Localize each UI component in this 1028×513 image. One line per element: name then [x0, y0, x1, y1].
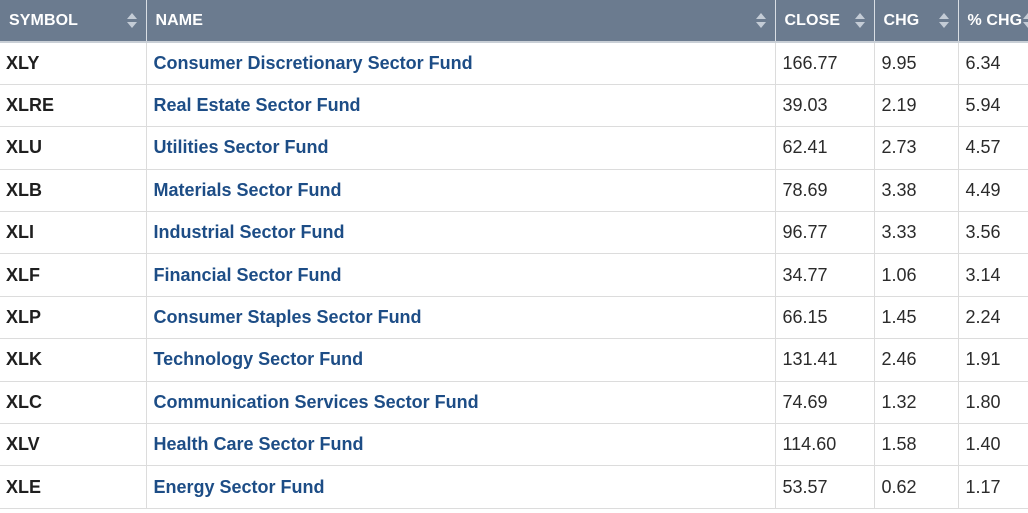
- close-cell: 62.41: [775, 126, 875, 170]
- sort-arrows-icon[interactable]: [854, 12, 865, 30]
- fund-name-link[interactable]: Consumer Discretionary Sector Fund: [153, 52, 473, 73]
- column-header-symbol[interactable]: SYMBOL: [0, 0, 147, 43]
- fund-name-link[interactable]: Financial Sector Fund: [153, 264, 342, 285]
- fund-name-link[interactable]: Real Estate Sector Fund: [153, 95, 361, 116]
- chg-cell: 0.62: [874, 465, 959, 509]
- table-row: XLE Energy Sector Fund 53.57 0.62 1.17: [0, 465, 1028, 509]
- chg-cell: 1.45: [874, 296, 959, 340]
- close-cell: 78.69: [775, 169, 875, 213]
- name-cell: Technology Sector Fund: [146, 338, 776, 382]
- pct-chg-cell: 1.80: [958, 381, 1028, 425]
- symbol-cell: XLI: [0, 211, 147, 255]
- sort-arrows-icon[interactable]: [755, 12, 766, 30]
- symbol-cell: XLP: [0, 296, 147, 340]
- sort-arrows-icon[interactable]: [126, 12, 137, 30]
- chg-cell: 9.95: [874, 42, 959, 85]
- table-row: XLK Technology Sector Fund 131.41 2.46 1…: [0, 338, 1028, 382]
- pct-chg-cell: 4.49: [958, 169, 1028, 213]
- table-body: XLY Consumer Discretionary Sector Fund 1…: [0, 42, 1028, 509]
- table-row: XLP Consumer Staples Sector Fund 66.15 1…: [0, 296, 1028, 340]
- table-row: XLF Financial Sector Fund 34.77 1.06 3.1…: [0, 253, 1028, 297]
- fund-name-link[interactable]: Consumer Staples Sector Fund: [153, 307, 422, 328]
- table-row: XLRE Real Estate Sector Fund 39.03 2.19 …: [0, 84, 1028, 128]
- column-header-label: % CHG: [967, 11, 1023, 29]
- pct-chg-cell: 1.17: [958, 465, 1028, 509]
- close-cell: 96.77: [775, 211, 875, 255]
- chg-cell: 1.58: [874, 423, 959, 467]
- pct-chg-cell: 6.34: [958, 42, 1028, 85]
- close-cell: 74.69: [775, 381, 875, 425]
- symbol-cell: XLRE: [0, 84, 147, 128]
- chg-cell: 2.73: [874, 126, 959, 170]
- close-cell: 166.77: [775, 42, 875, 85]
- pct-chg-cell: 2.24: [958, 296, 1028, 340]
- fund-name-link[interactable]: Energy Sector Fund: [153, 476, 325, 497]
- fund-name-link[interactable]: Communication Services Sector Fund: [153, 391, 479, 412]
- sort-arrows-icon[interactable]: [938, 12, 949, 30]
- table-row: XLI Industrial Sector Fund 96.77 3.33 3.…: [0, 211, 1028, 255]
- symbol-cell: XLU: [0, 126, 147, 170]
- close-cell: 34.77: [775, 253, 875, 297]
- pct-chg-cell: 3.56: [958, 211, 1028, 255]
- name-cell: Materials Sector Fund: [146, 169, 776, 213]
- chg-cell: 2.19: [874, 84, 959, 128]
- pct-chg-cell: 3.14: [958, 253, 1028, 297]
- symbol-cell: XLB: [0, 169, 147, 213]
- name-cell: Health Care Sector Fund: [146, 423, 776, 467]
- close-cell: 114.60: [775, 423, 875, 467]
- symbol-cell: XLV: [0, 423, 147, 467]
- fund-name-link[interactable]: Technology Sector Fund: [153, 349, 364, 370]
- chg-cell: 1.32: [874, 381, 959, 425]
- header-row: SYMBOL NAME CLOSE CHG % CHG: [0, 0, 1028, 43]
- table-row: XLY Consumer Discretionary Sector Fund 1…: [0, 42, 1028, 85]
- column-header-label: NAME: [155, 11, 204, 29]
- pct-chg-cell: 1.40: [958, 423, 1028, 467]
- close-cell: 66.15: [775, 296, 875, 340]
- pct-chg-cell: 5.94: [958, 84, 1028, 128]
- column-header-label: CLOSE: [784, 11, 841, 29]
- name-cell: Utilities Sector Fund: [146, 126, 776, 170]
- name-cell: Financial Sector Fund: [146, 253, 776, 297]
- column-header-close[interactable]: CLOSE: [775, 0, 875, 43]
- chg-cell: 3.38: [874, 169, 959, 213]
- close-cell: 131.41: [775, 338, 875, 382]
- fund-name-link[interactable]: Utilities Sector Fund: [153, 137, 329, 158]
- close-cell: 39.03: [775, 84, 875, 128]
- pct-chg-cell: 1.91: [958, 338, 1028, 382]
- symbol-cell: XLE: [0, 465, 147, 509]
- column-header-label: SYMBOL: [9, 11, 79, 29]
- column-header-label: CHG: [883, 11, 920, 29]
- symbol-cell: XLY: [0, 42, 147, 85]
- name-cell: Consumer Staples Sector Fund: [146, 296, 776, 340]
- chg-cell: 2.46: [874, 338, 959, 382]
- name-cell: Industrial Sector Fund: [146, 211, 776, 255]
- symbol-cell: XLC: [0, 381, 147, 425]
- fund-name-link[interactable]: Industrial Sector Fund: [153, 222, 345, 243]
- fund-name-link[interactable]: Health Care Sector Fund: [153, 434, 364, 455]
- chg-cell: 1.06: [874, 253, 959, 297]
- pct-chg-cell: 4.57: [958, 126, 1028, 170]
- name-cell: Energy Sector Fund: [146, 465, 776, 509]
- name-cell: Real Estate Sector Fund: [146, 84, 776, 128]
- column-header-name[interactable]: NAME: [146, 0, 776, 43]
- table-row: XLC Communication Services Sector Fund 7…: [0, 381, 1028, 425]
- table-header: SYMBOL NAME CLOSE CHG % CHG: [0, 0, 1028, 43]
- column-header-chg[interactable]: CHG: [874, 0, 959, 43]
- name-cell: Consumer Discretionary Sector Fund: [146, 42, 776, 85]
- name-cell: Communication Services Sector Fund: [146, 381, 776, 425]
- fund-name-link[interactable]: Materials Sector Fund: [153, 179, 342, 200]
- chg-cell: 3.33: [874, 211, 959, 255]
- column-header-pct-chg[interactable]: % CHG: [958, 0, 1028, 43]
- close-cell: 53.57: [775, 465, 875, 509]
- table-row: XLV Health Care Sector Fund 114.60 1.58 …: [0, 423, 1028, 467]
- table-row: XLB Materials Sector Fund 78.69 3.38 4.4…: [0, 169, 1028, 213]
- symbol-cell: XLK: [0, 338, 147, 382]
- table-row: XLU Utilities Sector Fund 62.41 2.73 4.5…: [0, 126, 1028, 170]
- symbol-cell: XLF: [0, 253, 147, 297]
- sort-arrows-icon[interactable]: [1022, 12, 1028, 30]
